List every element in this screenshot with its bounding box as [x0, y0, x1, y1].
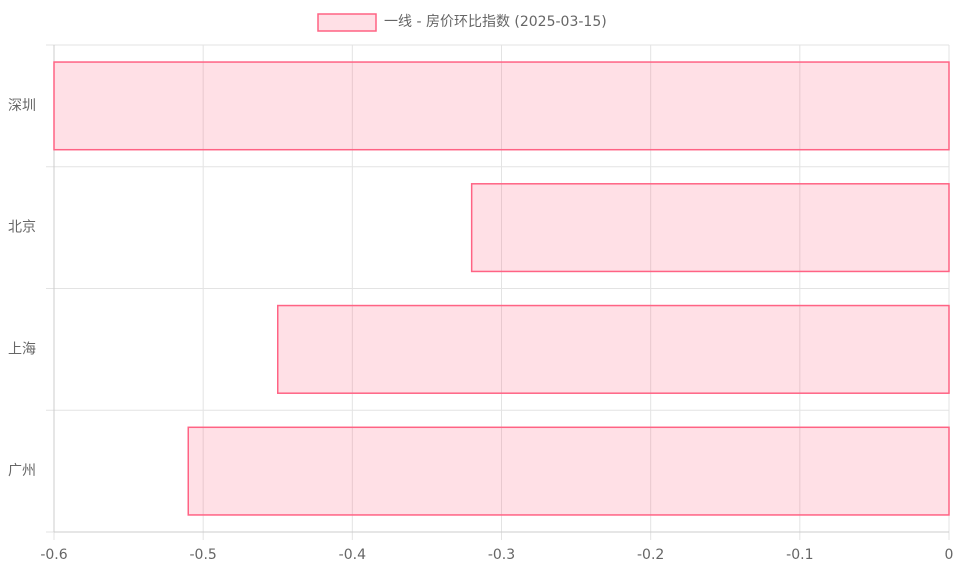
legend-swatch: [317, 13, 377, 32]
bar: [470, 183, 950, 273]
bar: [187, 426, 950, 516]
y-tick-label: 上海: [8, 341, 36, 357]
y-tick-label: 深圳: [8, 98, 36, 114]
x-tick-label: -0.6: [40, 547, 67, 563]
bar: [53, 61, 950, 151]
x-tick-label: -0.5: [190, 547, 217, 563]
x-tick-label: -0.4: [339, 547, 366, 563]
bar: [277, 304, 950, 394]
legend-label: 一线 - 房价环比指数 (2025-03-15): [384, 14, 607, 30]
x-tick-label: -0.2: [637, 547, 664, 563]
x-tick-label: -0.1: [786, 547, 813, 563]
x-tick-label: 0: [945, 547, 954, 563]
y-tick-label: 北京: [8, 220, 36, 236]
x-tick-label: -0.3: [488, 547, 515, 563]
y-tick-label: 广州: [8, 463, 36, 479]
